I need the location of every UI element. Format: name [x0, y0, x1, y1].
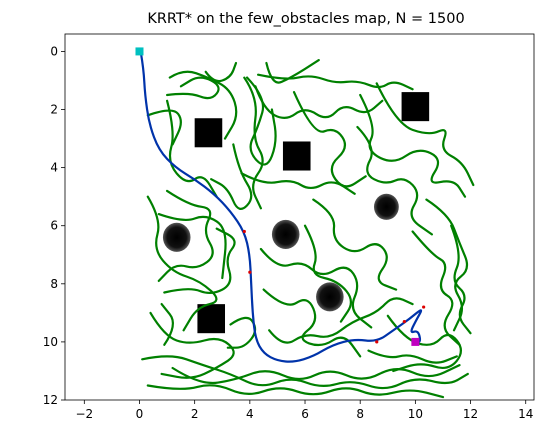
- axes-frame: [64, 33, 535, 401]
- x-tick-label: 4: [246, 407, 254, 421]
- tree-edge-25: [268, 297, 414, 344]
- tree-edge-32: [204, 61, 238, 83]
- start-marker: [135, 47, 144, 56]
- tree-edge-3: [168, 70, 238, 140]
- x-tick-label: 2: [191, 407, 199, 421]
- x-axis: −2 0 2 4 6 8 10 12 14: [75, 400, 533, 421]
- tree-edge-26: [312, 198, 398, 291]
- y-tick-label: 6: [50, 219, 58, 233]
- goal-marker: [411, 337, 420, 346]
- obstacle-square-0: [194, 118, 223, 148]
- obstacle-circle-7: [316, 282, 344, 312]
- tree-edge-22: [171, 364, 461, 385]
- tree-edge-21: [146, 384, 445, 399]
- x-tick-label: 0: [136, 407, 144, 421]
- x-tick-label: 14: [518, 407, 533, 421]
- x-tick-label: 8: [356, 407, 364, 421]
- y-tick-label: 8: [50, 277, 58, 291]
- chart-title: KRRT* on the few_obstacles map, N = 1500: [147, 11, 464, 27]
- tree-edge-16: [157, 189, 214, 282]
- x-tick-label: 10: [408, 407, 423, 421]
- waypoint-4: [422, 305, 426, 309]
- tree-edge-6: [254, 85, 384, 119]
- y-tick-label: 10: [43, 335, 58, 349]
- waypoint-1: [248, 270, 252, 274]
- y-tick-label: 4: [50, 161, 58, 175]
- tree-edge-14: [425, 198, 469, 332]
- obstacle-square-3: [197, 304, 226, 334]
- obstacle-square-2: [401, 92, 430, 122]
- tree-edge-30: [450, 224, 472, 335]
- obstacle-circle-6: [373, 193, 399, 220]
- y-axis: 0 2 4 6 8 10 12: [43, 44, 65, 407]
- tree-edge-12: [375, 82, 475, 187]
- tree-edge-0: [166, 76, 220, 100]
- x-tick-label: −2: [75, 407, 93, 421]
- tree-edge-10: [243, 76, 264, 210]
- tree-edge-24: [262, 288, 362, 358]
- tree-edge-27: [303, 224, 352, 323]
- tree-edge-4: [246, 76, 277, 166]
- tree-edge-1: [166, 99, 218, 198]
- tree-edge-18: [163, 227, 236, 295]
- tree-edge-19: [149, 311, 235, 379]
- obstacle-square-1: [282, 141, 311, 171]
- tree-edge-33: [265, 59, 320, 84]
- x-tick-label: 12: [463, 407, 478, 421]
- solution-path: [139, 51, 423, 363]
- tree-edge-5: [257, 73, 414, 91]
- tree-edge-15: [411, 230, 461, 346]
- obstacle-circle-5: [271, 219, 300, 249]
- y-tick-label: 2: [50, 103, 58, 117]
- waypoint-3: [402, 319, 406, 324]
- y-tick-label: 0: [50, 44, 58, 58]
- y-tick-label: 12: [43, 393, 58, 407]
- obstacle-circle-4: [162, 222, 191, 252]
- x-tick-label: 6: [301, 407, 309, 421]
- tree-edge-2: [146, 109, 182, 146]
- tree-edge-17: [146, 195, 218, 332]
- tree-edge-11: [359, 93, 467, 198]
- tree-edge-9: [210, 143, 253, 210]
- tree-edge-13: [356, 125, 433, 236]
- waypoint-2: [375, 340, 379, 344]
- tree-edge-34: [160, 303, 175, 346]
- waypoint-0: [242, 229, 246, 234]
- plot-area: [135, 47, 475, 401]
- tree-edge-23: [259, 247, 373, 329]
- tree-edge-31: [157, 213, 227, 280]
- tree-edge-8: [240, 172, 356, 195]
- tree-edge-29: [367, 349, 458, 364]
- tree-edge-20: [141, 355, 469, 390]
